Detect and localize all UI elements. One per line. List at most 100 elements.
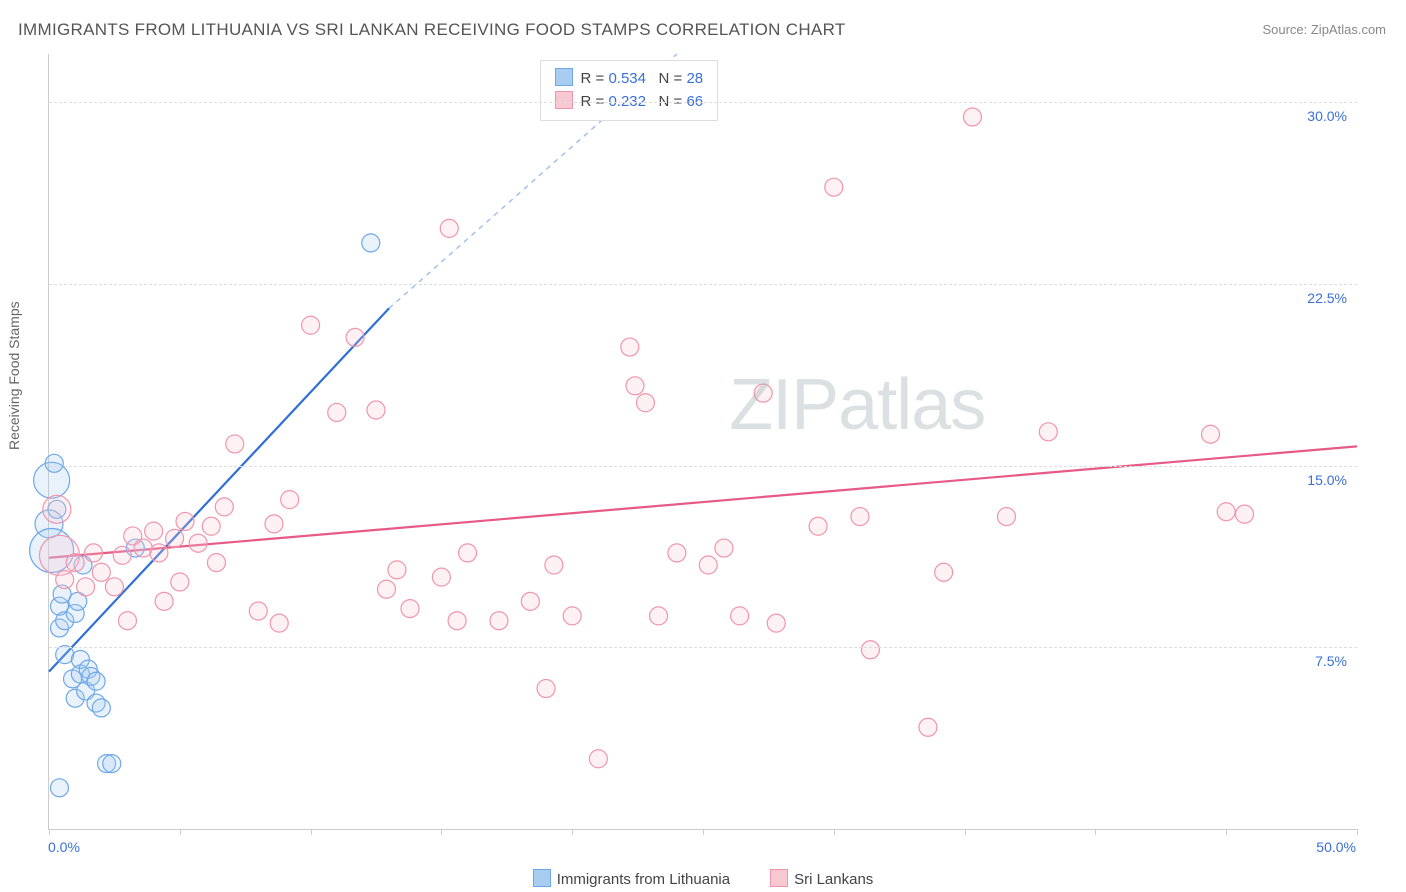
data-point-srilankans [935, 563, 953, 581]
data-point-srilankans [545, 556, 563, 574]
gridline [49, 102, 1357, 103]
data-point-srilankans [105, 578, 123, 596]
data-point-srilankans [699, 556, 717, 574]
data-point-srilankans [150, 544, 168, 562]
data-point-lithuania [87, 672, 105, 690]
data-point-srilankans [997, 508, 1015, 526]
data-point-srilankans [77, 578, 95, 596]
data-point-srilankans [809, 517, 827, 535]
data-point-srilankans [715, 539, 733, 557]
data-point-srilankans [145, 522, 163, 540]
legend-item-lithuania: Immigrants from Lithuania [533, 869, 730, 888]
data-point-srilankans [155, 592, 173, 610]
data-point-lithuania [45, 454, 63, 472]
data-point-srilankans [851, 508, 869, 526]
x-tick [572, 829, 573, 835]
data-point-srilankans [767, 614, 785, 632]
x-tick [441, 829, 442, 835]
x-tick [703, 829, 704, 835]
y-tick-label: 30.0% [1307, 108, 1347, 124]
data-point-srilankans [92, 563, 110, 581]
data-point-srilankans [563, 607, 581, 625]
legend-swatch-srilankans [555, 91, 573, 109]
data-point-srilankans [302, 316, 320, 334]
data-point-srilankans [249, 602, 267, 620]
data-point-srilankans [265, 515, 283, 533]
chart-container: IMMIGRANTS FROM LITHUANIA VS SRI LANKAN … [0, 0, 1406, 892]
data-point-srilankans [668, 544, 686, 562]
data-point-srilankans [754, 384, 772, 402]
data-point-srilankans [166, 529, 184, 547]
data-point-srilankans [650, 607, 668, 625]
data-point-srilankans [118, 612, 136, 630]
data-point-srilankans [432, 568, 450, 586]
n-value: 28 [686, 70, 703, 87]
data-point-srilankans [1217, 503, 1235, 521]
data-point-srilankans [281, 491, 299, 509]
x-tick [1095, 829, 1096, 835]
series-legend: Immigrants from Lithuania Sri Lankans [0, 869, 1406, 888]
data-point-srilankans [589, 750, 607, 768]
data-point-srilankans [861, 641, 879, 659]
legend-label: Sri Lankans [794, 871, 873, 888]
x-axis-max-label: 50.0% [1316, 839, 1356, 855]
x-tick [1226, 829, 1227, 835]
data-point-srilankans [328, 403, 346, 421]
x-tick [180, 829, 181, 835]
gridline [49, 466, 1357, 467]
data-point-srilankans [66, 554, 84, 572]
data-point-srilankans [448, 612, 466, 630]
data-point-srilankans [1039, 423, 1057, 441]
x-tick [834, 829, 835, 835]
data-point-srilankans [521, 592, 539, 610]
data-point-srilankans [346, 328, 364, 346]
trend-line-lithuania [49, 308, 389, 671]
plot-area: ZIPatlas R = 0.534 N = 28R = 0.232 N = 6… [48, 54, 1357, 830]
data-point-srilankans [207, 554, 225, 572]
y-axis-label: Receiving Food Stamps [6, 301, 22, 450]
data-point-srilankans [189, 534, 207, 552]
legend-label: Immigrants from Lithuania [557, 871, 730, 888]
data-point-srilankans [490, 612, 508, 630]
legend-swatch-lithuania [555, 68, 573, 86]
data-point-srilankans [226, 435, 244, 453]
data-point-srilankans [963, 108, 981, 126]
data-point-lithuania [362, 234, 380, 252]
data-point-srilankans [377, 580, 395, 598]
r-value: 0.534 [608, 70, 646, 87]
data-point-srilankans [367, 401, 385, 419]
correlation-legend: R = 0.534 N = 28R = 0.232 N = 66 [540, 60, 719, 121]
data-point-srilankans [56, 571, 74, 589]
x-axis-min-label: 0.0% [48, 839, 80, 855]
data-point-srilankans [401, 600, 419, 618]
data-point-srilankans [43, 495, 71, 523]
data-point-srilankans [1202, 425, 1220, 443]
data-point-srilankans [388, 561, 406, 579]
data-point-srilankans [919, 718, 937, 736]
data-point-srilankans [537, 680, 555, 698]
data-point-srilankans [202, 517, 220, 535]
data-point-srilankans [440, 219, 458, 237]
data-point-srilankans [825, 178, 843, 196]
x-tick [965, 829, 966, 835]
y-tick-label: 7.5% [1315, 653, 1347, 669]
chart-source: Source: ZipAtlas.com [1262, 22, 1386, 37]
data-point-srilankans [621, 338, 639, 356]
legend-item-srilankans: Sri Lankans [770, 869, 873, 888]
data-point-srilankans [636, 394, 654, 412]
chart-title: IMMIGRANTS FROM LITHUANIA VS SRI LANKAN … [18, 20, 846, 40]
data-point-srilankans [270, 614, 288, 632]
data-point-lithuania [92, 699, 110, 717]
gridline [49, 647, 1357, 648]
x-tick [1357, 829, 1358, 835]
gridline [49, 284, 1357, 285]
r-label: R = [581, 70, 609, 87]
scatter-svg [49, 54, 1357, 829]
data-point-lithuania [50, 779, 68, 797]
data-point-srilankans [171, 573, 189, 591]
data-point-lithuania [103, 755, 121, 773]
data-point-srilankans [176, 512, 194, 530]
data-point-srilankans [626, 377, 644, 395]
data-point-srilankans [459, 544, 477, 562]
data-point-srilankans [215, 498, 233, 516]
